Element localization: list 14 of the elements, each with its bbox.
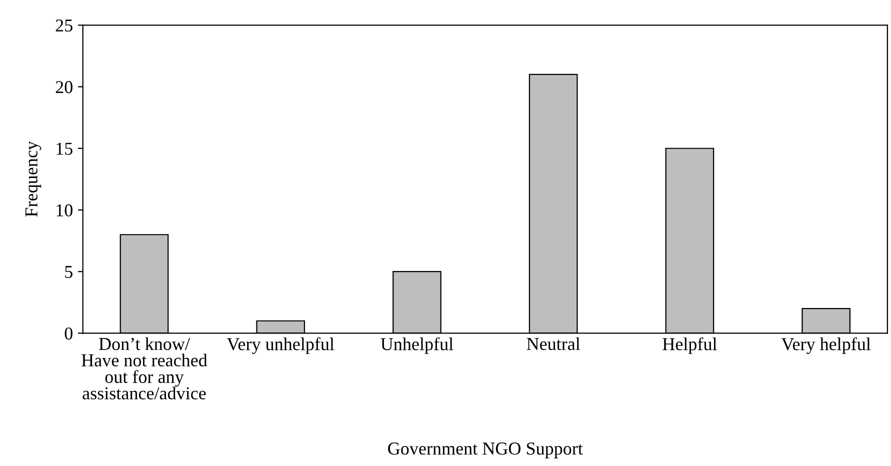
x-tick-label: Don’t know/ Have not reached out for any assistance/advice bbox=[82, 337, 208, 400]
y-tick-label: 0 bbox=[64, 327, 72, 340]
x-tick-label: Very helpful bbox=[781, 337, 871, 354]
x-axis-title: Government NGO Support bbox=[388, 442, 583, 458]
y-tick-label: 25 bbox=[56, 19, 72, 32]
x-tick-label: Helpful bbox=[662, 337, 717, 354]
y-tick-label: 20 bbox=[56, 81, 72, 94]
x-tick-label: Unhelpful bbox=[380, 337, 454, 354]
x-tick-label: Very unhelpful bbox=[226, 337, 334, 354]
x-tick-label: Neutral bbox=[526, 337, 580, 350]
y-axis-title: Frequency bbox=[25, 141, 42, 217]
y-tick-label: 15 bbox=[56, 142, 72, 155]
y-tick-label: 10 bbox=[56, 204, 72, 216]
y-tick-label: 5 bbox=[65, 266, 72, 278]
